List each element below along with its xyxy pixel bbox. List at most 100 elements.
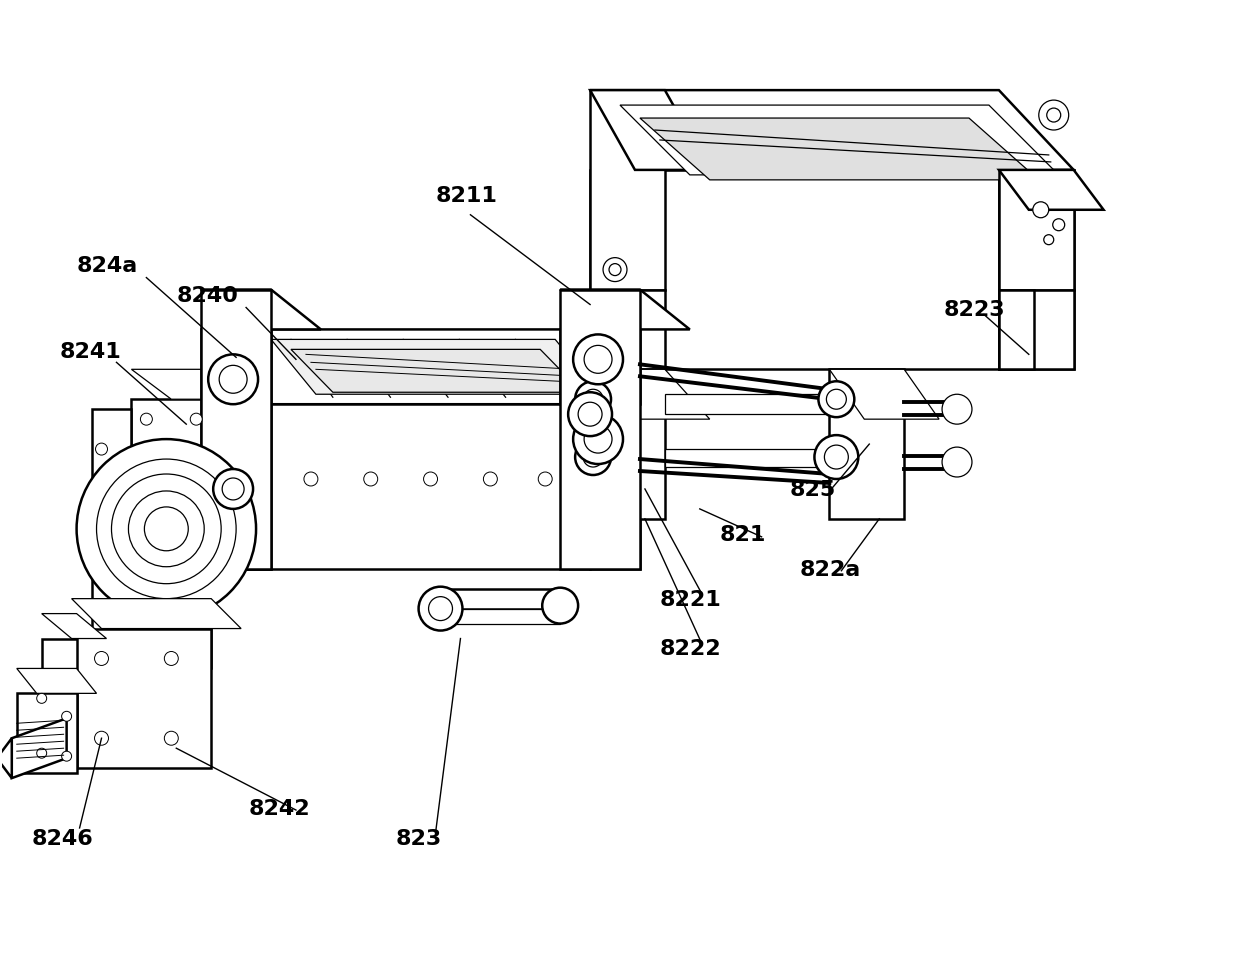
Polygon shape [131,400,211,669]
Circle shape [208,355,258,405]
Text: 8242: 8242 [249,799,311,819]
Polygon shape [42,614,107,639]
Polygon shape [665,450,830,468]
Circle shape [584,346,613,374]
Circle shape [165,652,179,666]
Circle shape [94,652,108,666]
Polygon shape [440,609,560,624]
Polygon shape [11,719,67,779]
Text: 823: 823 [396,828,441,848]
Circle shape [140,633,153,645]
Circle shape [140,414,153,426]
Circle shape [568,393,613,436]
Text: 8246: 8246 [32,828,93,848]
Circle shape [1033,203,1049,218]
Circle shape [249,473,263,486]
Circle shape [575,439,611,476]
Circle shape [219,366,247,394]
Polygon shape [42,639,77,768]
Circle shape [825,446,848,470]
Circle shape [609,264,621,276]
Circle shape [77,439,257,618]
Text: 822a: 822a [800,559,861,579]
Circle shape [942,448,972,477]
Circle shape [583,390,603,410]
Polygon shape [131,370,250,400]
Polygon shape [272,340,600,395]
Circle shape [1044,235,1054,246]
Polygon shape [17,669,97,694]
Circle shape [97,459,236,599]
Circle shape [144,507,188,551]
Polygon shape [999,171,1074,291]
Circle shape [565,490,585,509]
Circle shape [538,473,552,486]
Circle shape [419,587,463,631]
Polygon shape [590,91,709,171]
Circle shape [575,382,611,417]
Circle shape [818,382,854,417]
Polygon shape [201,291,272,569]
Polygon shape [620,106,1059,175]
Polygon shape [590,171,999,370]
Circle shape [573,335,622,385]
Polygon shape [201,330,272,569]
Circle shape [95,444,108,456]
Circle shape [222,478,244,500]
Circle shape [37,748,47,759]
Circle shape [584,426,613,454]
Polygon shape [640,119,1039,181]
Polygon shape [590,405,640,569]
Text: 8222: 8222 [660,639,722,659]
Circle shape [62,751,72,761]
Circle shape [424,473,438,486]
Circle shape [573,415,622,464]
Polygon shape [206,330,640,405]
Circle shape [815,436,858,479]
Circle shape [1047,109,1060,123]
Polygon shape [0,739,11,779]
Circle shape [542,588,578,624]
Polygon shape [665,395,830,415]
Polygon shape [560,291,640,569]
Polygon shape [999,171,1104,211]
Polygon shape [440,589,560,609]
Circle shape [62,712,72,721]
Polygon shape [206,405,590,569]
Text: 825: 825 [790,479,836,499]
Circle shape [213,470,253,509]
Circle shape [826,390,847,410]
Polygon shape [72,629,211,768]
Circle shape [1039,101,1069,131]
Text: 8240: 8240 [176,285,238,305]
Text: 8241: 8241 [60,342,122,362]
Circle shape [942,395,972,425]
Polygon shape [590,91,665,291]
Polygon shape [92,410,131,669]
Polygon shape [590,370,665,519]
Circle shape [129,492,205,567]
Circle shape [112,475,221,584]
Polygon shape [17,694,77,773]
Polygon shape [830,370,939,419]
Polygon shape [201,291,321,330]
Circle shape [165,732,179,745]
Polygon shape [72,599,241,629]
Circle shape [94,732,108,745]
Circle shape [429,597,453,621]
Polygon shape [590,291,665,370]
Polygon shape [999,291,1074,370]
Circle shape [363,473,378,486]
Text: 8211: 8211 [435,186,497,206]
Circle shape [37,694,47,703]
Circle shape [95,613,108,625]
Polygon shape [999,171,1074,370]
Circle shape [484,473,497,486]
Circle shape [578,403,603,427]
Text: 8223: 8223 [944,300,1006,320]
Circle shape [583,448,603,468]
Polygon shape [999,291,1034,370]
Circle shape [190,414,202,426]
Text: 821: 821 [719,524,766,544]
Text: 824a: 824a [77,255,138,275]
